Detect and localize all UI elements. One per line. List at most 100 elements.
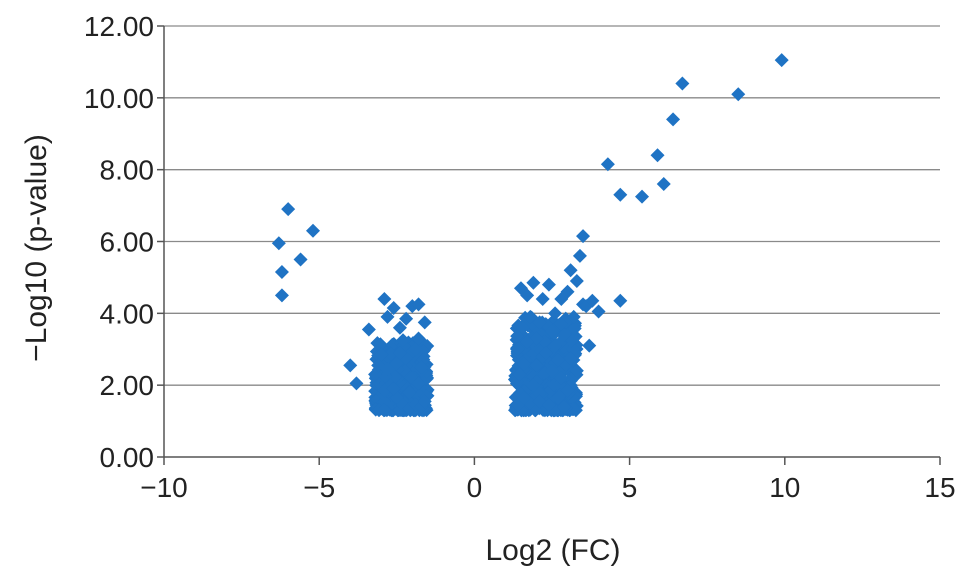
data-point (566, 309, 581, 324)
data-point (666, 112, 681, 127)
data-point (411, 297, 426, 312)
data-point (560, 284, 575, 299)
data-point (545, 363, 559, 378)
data-point (515, 320, 530, 335)
data-point (520, 288, 535, 303)
gridlines (164, 25, 940, 386)
data-point (274, 288, 289, 303)
data-point (386, 381, 401, 396)
data-point (399, 311, 414, 326)
data-point (532, 315, 547, 330)
data-points (271, 53, 789, 418)
y-tick-label: 12.00 (84, 11, 154, 42)
data-point (408, 342, 423, 357)
data-point (529, 358, 544, 373)
data-point (414, 360, 429, 375)
data-point (523, 309, 538, 324)
data-point (377, 383, 392, 398)
data-point (343, 358, 358, 373)
data-point (380, 362, 395, 377)
data-point (411, 376, 426, 391)
data-point (613, 293, 628, 308)
data-point (548, 338, 563, 353)
y-tick-label: 2.00 (100, 370, 155, 401)
data-point (386, 300, 401, 315)
data-point (271, 236, 286, 251)
data-point (377, 291, 392, 306)
data-point (731, 87, 746, 102)
data-point (517, 356, 532, 371)
data-point (510, 342, 525, 357)
data-point (402, 385, 417, 400)
data-point (613, 187, 628, 202)
data-point (541, 277, 556, 292)
x-tick-label: 5 (622, 472, 638, 503)
data-point (526, 378, 541, 393)
data-point (675, 76, 690, 91)
data-point (560, 383, 575, 398)
cluster-point (553, 317, 568, 332)
data-point (569, 274, 584, 289)
x-tick-label: 10 (769, 472, 800, 503)
data-point (572, 248, 587, 263)
data-point (538, 345, 553, 360)
cluster-point (557, 400, 572, 415)
data-point (374, 347, 389, 362)
data-point (520, 335, 535, 350)
data-point (551, 353, 566, 368)
data-point (569, 363, 584, 378)
y-tick-label: 0.00 (100, 442, 155, 473)
data-point (554, 370, 569, 385)
axes (157, 25, 941, 465)
data-point (293, 252, 308, 267)
data-point (305, 223, 320, 238)
data-point (585, 293, 600, 308)
data-point (392, 345, 407, 360)
tick-labels: 0.00 2.00 4.00 6.00 8.00 10.00 12.00 −10 −5 0 5 10 1… (84, 11, 956, 503)
data-point (582, 338, 597, 353)
x-tick-label: 0 (467, 472, 483, 503)
data-point (551, 390, 566, 405)
data-point (650, 148, 665, 163)
data-point (541, 397, 556, 412)
x-axis-label: Log2 (FC) (485, 534, 620, 567)
data-point (380, 309, 395, 324)
data-point (281, 202, 296, 217)
data-point (774, 53, 789, 68)
data-point (576, 229, 591, 244)
data-point (517, 390, 532, 405)
data-point (557, 327, 572, 342)
x-tick-label: −10 (140, 472, 188, 503)
y-tick-label: 4.00 (100, 298, 155, 329)
data-point (600, 157, 615, 172)
cluster-point (532, 386, 547, 401)
data-point (535, 291, 550, 306)
data-point (545, 324, 559, 339)
x-tick-label: 15 (924, 472, 955, 503)
cluster-point (567, 321, 582, 336)
data-point (417, 394, 432, 409)
y-tick-label: 6.00 (100, 227, 155, 258)
data-point (392, 320, 407, 335)
y-axis-label: −Log10 (p-value) (20, 134, 53, 362)
data-point (411, 331, 426, 346)
data-point (563, 351, 578, 366)
data-point (417, 315, 432, 330)
data-point (274, 265, 289, 280)
data-point (563, 263, 578, 278)
x-tick-label: −5 (303, 472, 335, 503)
data-point (526, 275, 541, 290)
data-point (548, 306, 563, 321)
data-point (635, 189, 650, 204)
data-point (396, 333, 411, 348)
data-point (512, 367, 527, 382)
data-point (349, 376, 364, 391)
y-tick-label: 8.00 (100, 155, 155, 186)
cluster-point (383, 346, 398, 361)
y-tick-label: 10.00 (84, 83, 154, 114)
data-point (389, 356, 404, 371)
cluster-point (377, 402, 392, 417)
data-point (656, 177, 671, 192)
